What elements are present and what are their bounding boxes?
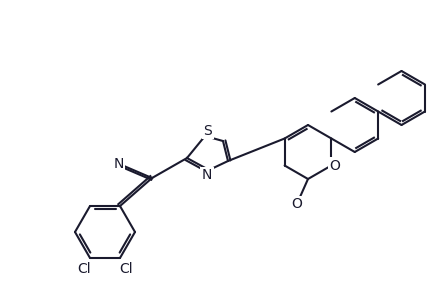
- Text: N: N: [202, 168, 212, 182]
- Text: S: S: [204, 124, 212, 138]
- Text: Cl: Cl: [77, 262, 91, 276]
- Text: O: O: [292, 197, 302, 211]
- Text: N: N: [113, 157, 124, 171]
- Text: O: O: [329, 158, 340, 173]
- Text: Cl: Cl: [119, 262, 133, 276]
